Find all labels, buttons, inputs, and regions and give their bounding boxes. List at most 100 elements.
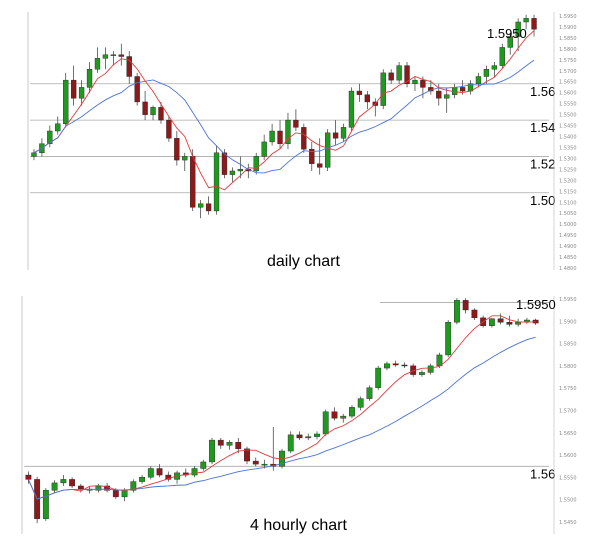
candle-body-15: [147, 468, 154, 478]
candle-body-9: [95, 485, 102, 491]
candle-body-21: [200, 461, 207, 469]
candle-body-32: [277, 130, 283, 144]
candle-body-13: [130, 481, 137, 491]
axis-tick-9: 1.5550: [559, 102, 577, 108]
candle-body-5: [60, 479, 67, 484]
chart-panel-2: 1.56 1.5950 1.5900 1.5850 1.5800 1.5750 1.5700…: [21, 296, 577, 534]
candle-body-61: [507, 36, 513, 48]
current-price-label: 1.5950: [487, 26, 527, 41]
candle-body-20: [191, 468, 198, 476]
candle-body-34: [314, 433, 320, 437]
level-label-3: 1.52: [530, 156, 555, 171]
candle-body-55: [459, 87, 466, 92]
axis-tick-15: 1.5250: [559, 167, 577, 173]
axis-tick-8: 1.5600: [559, 91, 577, 97]
candle-body-62: [515, 21, 521, 37]
axis-tick-23: 1.4850: [559, 255, 577, 261]
candle-body-33: [285, 119, 291, 144]
axis-tick-6: 1.5700: [559, 69, 577, 75]
level-label-1: 1.56: [530, 466, 555, 481]
moving-average-slow: [27, 336, 536, 500]
candle-body-57: [475, 76, 482, 84]
candle-body-1: [25, 474, 32, 480]
candle-body-44: [401, 364, 408, 367]
axis-tick-24: 1.4800: [559, 266, 577, 272]
candle-body-55: [497, 318, 504, 323]
candle-body-60: [499, 47, 505, 66]
candle-body-39: [357, 398, 364, 408]
candle-body-1: [31, 152, 37, 157]
candle-body-20: [182, 156, 188, 161]
candle-body-54: [488, 318, 495, 326]
axis-tick-10: 1.5500: [559, 498, 577, 504]
axis-tick-3: 1.5850: [559, 36, 577, 42]
candle-body-31: [269, 130, 275, 143]
candle-body-31: [287, 434, 294, 452]
axis-tick-3: 1.5850: [559, 342, 577, 348]
candle-body-17: [165, 474, 172, 480]
candle-body-43: [392, 363, 399, 366]
axis-tick-7: 1.5650: [559, 431, 577, 437]
candle-body-52: [436, 90, 442, 99]
candle-body-12: [118, 54, 124, 57]
candle-body-19: [174, 138, 180, 161]
candle-body-16: [156, 468, 163, 476]
axis-tick-21: 1.4950: [559, 233, 577, 239]
axis-tick-22: 1.4900: [559, 244, 577, 250]
chart-title: daily chart: [267, 253, 340, 270]
candle-body-47: [396, 65, 402, 81]
candle-body-34: [293, 119, 299, 128]
candle-body-36: [309, 148, 315, 164]
axis-tick-17: 1.5150: [559, 189, 577, 195]
candle-body-4: [55, 123, 61, 132]
candle-body-40: [340, 127, 347, 139]
candle-body-17: [158, 107, 164, 121]
candle-body-39: [332, 132, 339, 139]
axis-tick-8: 1.5600: [559, 453, 577, 459]
candle-body-42: [384, 363, 390, 369]
candle-body-23: [205, 203, 212, 212]
candle-body-4: [51, 482, 58, 491]
candle-body-48: [404, 65, 410, 84]
candle-body-26: [229, 170, 236, 175]
axis-tick-1: 1.5950: [559, 297, 577, 303]
candle-body-13: [126, 56, 132, 77]
axis-tick-9: 1.5550: [559, 475, 577, 481]
axis-tick-16: 1.5200: [559, 178, 577, 184]
candle-body-21: [190, 156, 196, 208]
candle-body-24: [226, 442, 233, 446]
candle-body-29: [253, 156, 259, 172]
candle-body-50: [420, 79, 426, 88]
level-label-1: 1.56: [530, 84, 555, 99]
candle-body-10: [102, 54, 109, 59]
candle-body-6: [70, 79, 77, 99]
candle-body-16: [150, 107, 156, 115]
candle-body-51: [462, 300, 469, 311]
axis-tick-13: 1.5350: [559, 145, 577, 151]
candle-body-45: [380, 72, 386, 106]
candle-body-33: [305, 436, 312, 439]
candle-body-63: [523, 18, 529, 23]
candle-body-64: [531, 18, 537, 30]
candle-body-40: [366, 387, 373, 399]
axis-tick-12: 1.5400: [559, 135, 577, 141]
candle-body-46: [419, 372, 425, 375]
axis-tick-18: 1.5100: [559, 200, 577, 206]
candle-body-28: [261, 463, 268, 466]
candle-body-24: [213, 152, 220, 212]
candle-body-30: [261, 141, 267, 157]
candle-body-15: [142, 101, 148, 115]
candle-body-56: [506, 322, 513, 325]
candle-body-11: [112, 490, 119, 498]
candle-body-6: [69, 479, 76, 487]
candle-body-41: [375, 367, 382, 388]
candle-body-22: [209, 439, 215, 463]
candle-body-48: [436, 354, 443, 367]
candle-body-41: [348, 90, 355, 128]
candle-body-14: [134, 76, 140, 103]
candle-body-27: [252, 460, 259, 465]
candle-body-58: [483, 69, 490, 77]
candle-body-35: [322, 411, 329, 435]
